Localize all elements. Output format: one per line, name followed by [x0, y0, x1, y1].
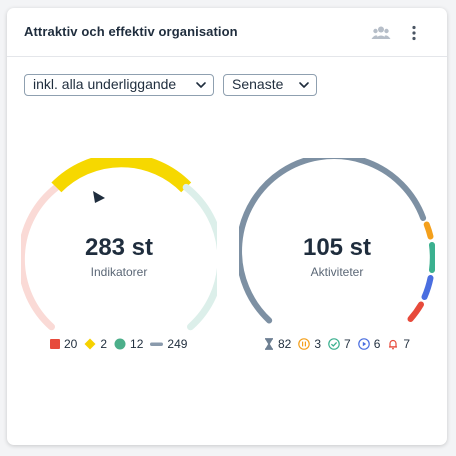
legend-item-grey[interactable]: 249 [150, 337, 187, 351]
card-title: Attraktiv och effektiv organisation [24, 24, 238, 39]
period-dropdown[interactable]: Senaste [223, 74, 317, 96]
legend-count: 2 [100, 337, 108, 351]
legend-count: 12 [130, 337, 144, 351]
gauge-pointer-icon [93, 191, 105, 203]
gauge-blue-segment [421, 275, 434, 300]
legend-item-paused[interactable]: 3 [298, 337, 321, 351]
card-header: Attraktiv och effektiv organisation [7, 8, 447, 57]
chevron-down-icon [299, 82, 309, 88]
activities-label: Aktiviteter [310, 265, 364, 279]
more-vertical-icon[interactable] [403, 22, 425, 44]
gauge-red-segment [407, 301, 424, 322]
green-circle-icon [114, 338, 126, 350]
bell-alert-icon [389, 339, 398, 350]
gauge-orange-segment [423, 221, 434, 240]
legend-count: 20 [64, 337, 78, 351]
legend-item-done[interactable]: 7 [328, 337, 351, 351]
legend-count: 82 [278, 337, 292, 351]
play-icon [357, 338, 370, 350]
people-group-icon[interactable] [370, 22, 392, 44]
legend-item-red[interactable]: 20 [50, 337, 77, 351]
indicators-legend: 20 2 12 249 [50, 336, 187, 352]
indicators-total: 283 st [84, 234, 154, 261]
legend-count: 7 [403, 337, 411, 351]
chevron-down-icon [196, 82, 206, 88]
legend-item-ongoing[interactable]: 82 [264, 337, 291, 351]
indicators-label: Indikatorer [90, 265, 148, 279]
period-dropdown-label: Senaste [232, 76, 284, 92]
legend-item-started[interactable]: 6 [357, 337, 381, 351]
scope-dropdown-label: inkl. alla underliggande [33, 76, 177, 92]
gauge-red-segment [21, 183, 60, 331]
scope-dropdown[interactable]: inkl. alla underliggande [24, 74, 214, 96]
legend-item-alert[interactable]: 7 [387, 337, 410, 351]
red-square-icon [50, 339, 60, 349]
gauge-green-segment [182, 183, 217, 331]
gauge-yellow-segment [51, 158, 192, 193]
legend-item-green[interactable]: 12 [114, 337, 143, 351]
legend-count: 249 [167, 337, 188, 351]
indicators-gauge[interactable]: 283 st Indikatorer [21, 158, 217, 358]
pause-icon [298, 338, 311, 350]
grey-dash-icon [150, 342, 164, 346]
activities-gauge[interactable]: 105 st Aktiviteter [239, 158, 435, 358]
legend-count: 7 [344, 337, 351, 351]
gauge-grey-segment [239, 158, 427, 324]
yellow-diamond-icon [84, 338, 96, 350]
gauge-green-segment [429, 242, 435, 273]
check-icon [328, 338, 340, 350]
widget-card: Attraktiv och effektiv organisation inkl… [7, 8, 447, 445]
activities-total: 105 st [302, 234, 372, 261]
legend-count: 3 [314, 337, 322, 351]
hourglass-icon [265, 338, 273, 350]
activities-legend: 82 3 7 6 [264, 336, 410, 352]
legend-item-yellow[interactable]: 2 [84, 337, 107, 351]
legend-count: 6 [373, 337, 381, 351]
